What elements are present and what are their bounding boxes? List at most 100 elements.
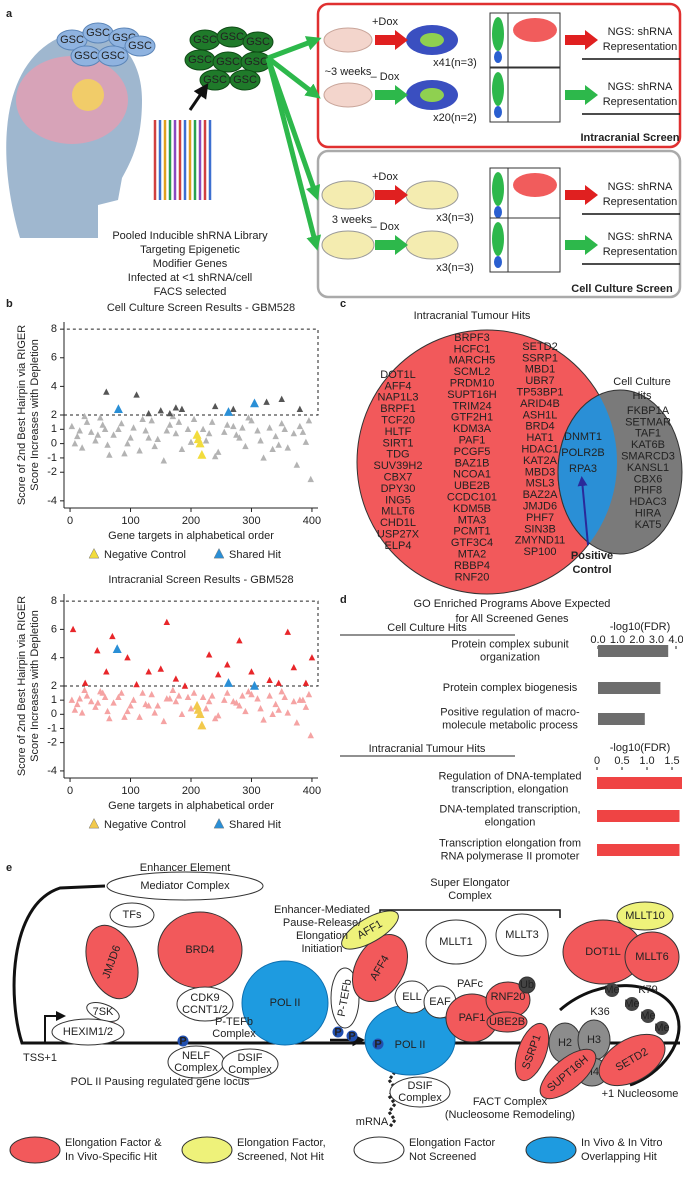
data-point [154,435,161,443]
gene-label: KDM5B [453,503,491,515]
protein-label: POL II [395,1039,426,1051]
x-tick-label: 1.5 [664,755,679,767]
data-point [245,688,252,695]
gene-label: CBX7 [384,472,413,484]
legend-marker [88,817,100,829]
data-point [104,441,111,448]
x-tick-label: 1.0 [639,755,654,767]
chart-title: Intracranial Screen Results - GBM528 [108,574,293,586]
cell-label: GSC [101,50,125,62]
gene-label: BRPF1 [380,403,415,415]
y-tick-label: 2 [51,680,57,692]
gene-label: HLTF [385,426,412,438]
data-point [166,409,174,417]
pathway-label: +1 Nucleosome [602,1088,679,1100]
data-point [81,679,89,686]
data-point [68,422,76,430]
data-point [76,695,83,702]
data-point [278,395,285,402]
gene-label: ASH1L [523,409,558,421]
legend-marker [88,547,100,559]
y-axis-label: Score of 2nd Best Hairpin via RIGER [16,596,28,776]
protein-label: DOT1L [585,946,620,958]
gene-label: TP53BP1 [516,387,563,399]
protein-label: RNF20 [491,991,526,1003]
data-point [284,709,292,716]
y-tick-label: -4 [47,765,57,777]
gene-label: PCGF5 [454,446,491,458]
data-point [223,407,233,416]
data-point [130,696,137,703]
gene-label: JMJD6 [523,501,557,513]
protein-label: EAF [429,996,451,1008]
protein-label: Complex [398,1092,442,1104]
data-point [257,705,264,712]
data-point [110,699,117,706]
y-tick-label: 4 [51,652,57,664]
protein-label: Complex [174,1062,218,1074]
threshold-box [64,328,319,416]
library-text: Pooled Inducible shRNA Library [112,230,268,242]
gene-label: HAT1 [526,432,553,444]
gene-label: PRDM10 [450,378,495,390]
data-point [296,422,304,430]
threshold-box [64,600,319,687]
data-point [92,703,99,710]
x-tick-label: 400 [303,785,321,797]
venn-title: Intracranial Tumour Hits [414,310,531,322]
y-axis-label: Score Increases with Depletion [29,339,41,491]
data-point [148,417,155,424]
data-point [214,448,222,455]
pathway-label: POL II Pausing regulated gene locus [71,1076,250,1088]
data-point [211,402,219,410]
x-tick-label: 0 [594,755,600,767]
stem-cell [124,35,156,57]
step-arrow [565,85,598,105]
y-tick-label: 0 [51,708,57,720]
data-point [178,445,186,453]
cell-label: GSC [246,36,270,48]
library-text: Modifier Genes [153,258,228,270]
data-point [151,442,158,450]
protein [425,919,487,965]
data-point [230,422,237,430]
protein [330,967,360,1029]
protein [106,871,264,901]
dox-label: – Dox [371,71,400,83]
x-axis-label: -log10(FDR) [610,621,671,633]
data-point [110,431,117,438]
y-tick-label: 0 [51,438,57,450]
y-tick-label: 4 [51,380,57,392]
methyl-mark [655,1021,669,1035]
protein-label: CCNT1/2 [182,1004,228,1016]
step-arrow [375,185,408,205]
gene-label: BAZ2A [523,489,559,501]
bar [597,844,680,856]
pathway-label: Pause-Release/ [283,917,362,929]
methyl-mark [641,1009,655,1023]
protein-label: MLLT6 [635,951,668,963]
phospho-mark [372,1038,384,1050]
data-point [307,475,314,483]
data-point [278,419,285,427]
phospho-mark [177,1035,189,1047]
protein-label: TFs [123,909,142,921]
gene-label: PAF1 [459,435,486,447]
ngs-label: Representation [603,41,678,53]
mouse [323,82,373,108]
data-point [113,404,123,414]
gene-label: MARCH5 [449,355,495,367]
data-point [293,461,301,468]
data-point [94,431,102,438]
data-point [154,702,161,709]
gene-label: CBX6 [634,473,663,485]
bar [598,713,645,725]
pathway-label: Enhancer-Mediated [274,904,370,916]
data-point [211,714,219,722]
x-tick-label: 200 [182,515,200,527]
protein-label: NELF [182,1050,210,1062]
fold-label: x3(n=3) [436,262,474,274]
data-point [275,441,282,448]
gene-label: HDAC3 [629,496,666,508]
